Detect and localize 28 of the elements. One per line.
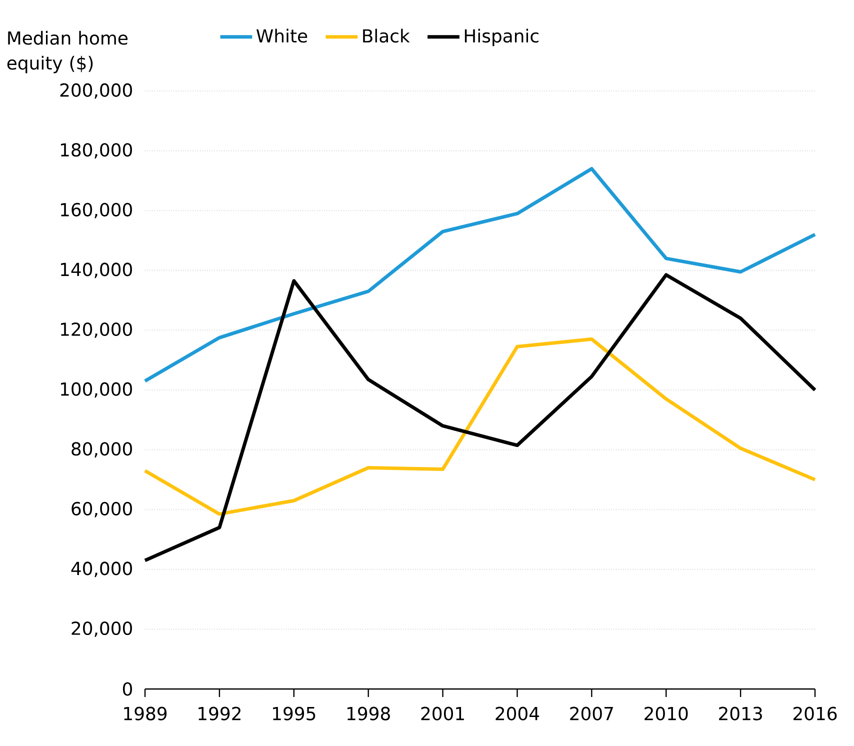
x-tick-label: 2004	[496, 706, 540, 720]
x-tick-label: 2013	[719, 706, 762, 720]
line-series	[143, 166, 817, 383]
x-tick-label: 1998	[347, 706, 390, 720]
y-tick-label: 160,000	[61, 202, 132, 218]
x-tick-label: 2001	[421, 706, 464, 720]
legend-label: Hispanic	[464, 28, 538, 46]
y-tick-label: 180,000	[61, 143, 132, 158]
x-tick-label: 2007	[570, 706, 613, 720]
y-tick-label: 20,000	[72, 621, 132, 637]
y-tick-label: 0	[122, 682, 132, 696]
x-tick-label: 2010	[644, 706, 688, 720]
x-tick-label: 1989	[124, 706, 167, 720]
y-tick-label: 40,000	[71, 562, 132, 578]
y-tick-label: 120,000	[61, 322, 132, 338]
x-tick-label: 1995	[273, 706, 316, 720]
y-tick-label: 100,000	[61, 382, 132, 398]
y-axis-title: Median home equity ($)	[7, 30, 128, 74]
legend-label: Black	[363, 28, 410, 43]
y-tick-label: 80,000	[72, 442, 132, 458]
line-series	[143, 273, 817, 562]
x-tick-label: 1992	[198, 706, 240, 720]
x-tick-label: 2016	[794, 706, 837, 720]
legend-label: White	[256, 28, 308, 43]
line-series	[143, 337, 817, 516]
y-tick-label: 60,000	[72, 502, 132, 518]
y-tick-label: 140,000	[61, 262, 132, 278]
y-tick-label: 200,000	[60, 83, 132, 99]
